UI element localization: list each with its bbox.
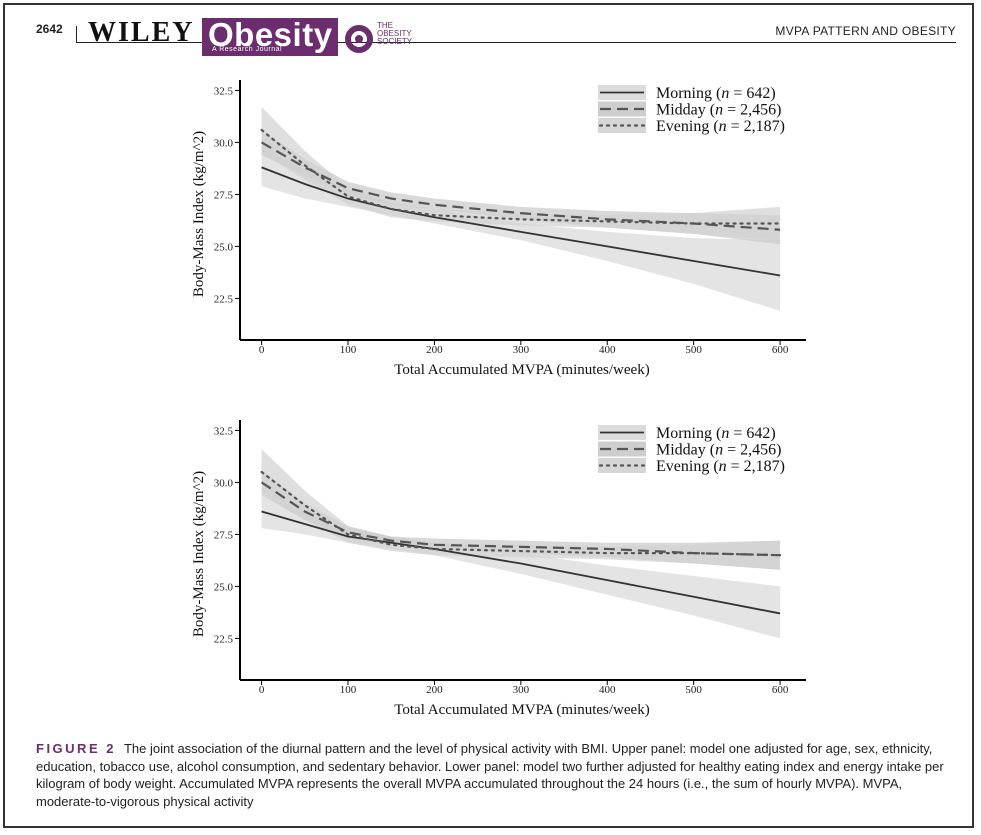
- y-axis-title: Body-Mass Index (kg/m^2): [191, 131, 207, 297]
- x-tick-label: 500: [685, 684, 702, 696]
- journal-name: Obesity: [208, 16, 333, 53]
- legend-label: Morning (n = 642): [656, 85, 776, 102]
- series-line: [260, 481, 781, 557]
- running-head: MVPA PATTERN AND OBESITY: [775, 24, 956, 38]
- chart-lower: 22.5 25.0 27.5 30.0 32.5 0 100 200 300 400 500 600 T…: [191, 420, 806, 718]
- page-header: 2642 WILEY Obesity A Research Journal TH…: [0, 0, 981, 60]
- figure-caption: FIGURE 2 The joint association of the diu…: [36, 740, 956, 810]
- journal-logo: Obesity A Research Journal: [202, 16, 338, 56]
- legend-label: Midday (n = 2,456): [656, 442, 781, 459]
- society-name: THE OBESITY SOCIETY: [377, 22, 412, 46]
- x-tick-label: 0: [259, 684, 265, 696]
- y-tick-label: 25.0: [214, 581, 234, 593]
- ci-band: [261, 494, 781, 639]
- x-axis-title: Total Accumulated MVPA (minutes/week): [394, 702, 649, 718]
- y-tick-label: 30.0: [214, 477, 234, 489]
- x-tick-label: 200: [426, 684, 443, 696]
- society-name-line: THE: [377, 21, 393, 30]
- x-tick-label: 200: [426, 344, 443, 356]
- society-name-line: OBESITY: [377, 29, 412, 38]
- ci-band: [261, 148, 781, 311]
- legend-label: Evening (n = 2,187): [656, 118, 785, 135]
- series-line: [260, 128, 782, 225]
- society-logo-icon: [345, 25, 373, 53]
- y-tick-label: 32.5: [214, 85, 234, 97]
- page-frame: [3, 3, 974, 828]
- y-tick-label: 25.0: [214, 241, 234, 253]
- y-tick-label: 32.5: [214, 425, 234, 437]
- header-rule: [76, 42, 956, 43]
- chart-upper: 22.5 25.0 27.5 30.0 32.5 0 100 200 300 400 500 600 T…: [191, 80, 806, 378]
- y-tick-label: 30.0: [214, 137, 234, 149]
- journal-subtitle: A Research Journal: [212, 46, 283, 53]
- publisher-logo: WILEY: [88, 17, 195, 48]
- figure-label: FIGURE 2: [36, 741, 116, 756]
- y-axis-title: Body-Mass Index (kg/m^2): [191, 471, 207, 637]
- y-tick-label: 22.5: [214, 293, 234, 305]
- x-tick-label: 100: [340, 684, 357, 696]
- x-tick-label: 300: [513, 684, 530, 696]
- x-tick-label: 500: [685, 344, 702, 356]
- caption-text: The joint association of the diurnal pat…: [36, 741, 944, 809]
- x-tick-label: 600: [772, 684, 789, 696]
- x-tick-label: 0: [259, 344, 265, 356]
- legend-label: Midday (n = 2,456): [656, 102, 781, 119]
- x-tick-label: 100: [340, 344, 357, 356]
- ci-band: [261, 107, 781, 241]
- x-tick-label: 400: [599, 684, 616, 696]
- header-divider: [76, 26, 77, 43]
- y-tick-label: 22.5: [214, 633, 234, 645]
- legend-label: Evening (n = 2,187): [656, 458, 785, 475]
- society-name-line: SOCIETY: [377, 37, 413, 46]
- x-axis-title: Total Accumulated MVPA (minutes/week): [394, 362, 649, 378]
- x-tick-label: 400: [599, 344, 616, 356]
- legend-label: Morning (n = 642): [656, 425, 776, 442]
- y-tick-label: 27.5: [214, 189, 234, 201]
- series-line: [260, 470, 782, 557]
- x-tick-label: 600: [772, 344, 789, 356]
- x-tick-label: 300: [513, 344, 530, 356]
- page-number: 2642: [36, 22, 63, 36]
- series-line: [261, 166, 781, 277]
- series-line: [261, 510, 781, 615]
- y-tick-label: 27.5: [214, 529, 234, 541]
